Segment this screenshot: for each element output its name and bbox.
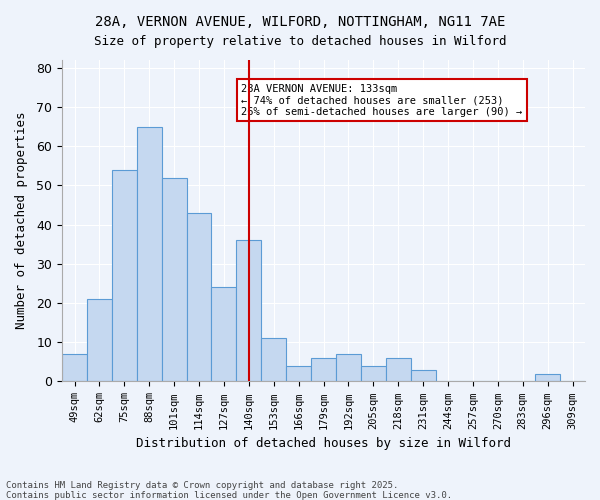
Text: Size of property relative to detached houses in Wilford: Size of property relative to detached ho… xyxy=(94,35,506,48)
Y-axis label: Number of detached properties: Number of detached properties xyxy=(15,112,28,330)
Bar xyxy=(87,299,112,382)
X-axis label: Distribution of detached houses by size in Wilford: Distribution of detached houses by size … xyxy=(136,437,511,450)
Bar xyxy=(336,354,361,382)
Bar xyxy=(137,126,161,382)
Bar xyxy=(187,213,211,382)
Bar xyxy=(386,358,410,382)
Bar xyxy=(535,374,560,382)
Text: Contains HM Land Registry data © Crown copyright and database right 2025.: Contains HM Land Registry data © Crown c… xyxy=(6,481,398,490)
Text: 28A, VERNON AVENUE, WILFORD, NOTTINGHAM, NG11 7AE: 28A, VERNON AVENUE, WILFORD, NOTTINGHAM,… xyxy=(95,15,505,29)
Bar xyxy=(361,366,386,382)
Bar xyxy=(410,370,436,382)
Text: 28A VERNON AVENUE: 133sqm
← 74% of detached houses are smaller (253)
26% of semi: 28A VERNON AVENUE: 133sqm ← 74% of detac… xyxy=(241,84,523,116)
Bar xyxy=(311,358,336,382)
Bar xyxy=(236,240,261,382)
Bar xyxy=(112,170,137,382)
Bar xyxy=(161,178,187,382)
Bar xyxy=(286,366,311,382)
Bar xyxy=(261,338,286,382)
Bar xyxy=(62,354,87,382)
Bar xyxy=(211,288,236,382)
Text: Contains public sector information licensed under the Open Government Licence v3: Contains public sector information licen… xyxy=(6,491,452,500)
